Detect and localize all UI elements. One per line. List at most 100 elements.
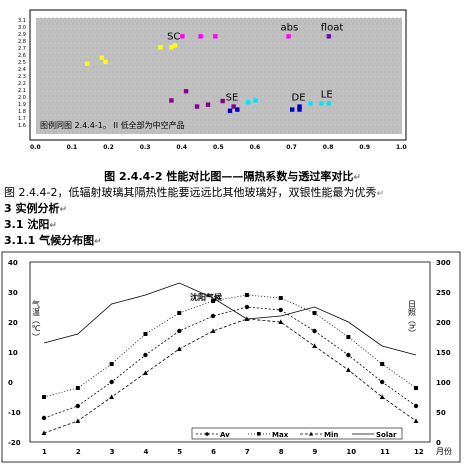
right-axis-tick: 150 [436,349,451,357]
month-tick: 1 [42,448,47,456]
scatter-point [326,34,331,39]
scatter-y-tick: 1.9 [18,102,26,108]
paragraph-text: 图 2.4.4-2，低辐射玻璃其隔热性能要远远比其他玻璃好，双银性能最为优秀↵ [4,186,384,199]
scatter-y-tick: 2.1 [18,88,26,94]
scatter-x-tick: 0.3 [140,144,151,151]
scatter-point [172,43,178,48]
series-point [414,386,418,390]
scatter-x-tick: 0.0 [30,144,41,151]
right-axis-tick: 0 [436,439,441,447]
right-axis-tick: 250 [436,289,451,297]
scatter-y-tick: 2.4 [18,67,26,73]
series-point [143,352,148,358]
scatter-x-tick: 0.9 [359,144,370,151]
series-point [177,328,182,334]
legend-label: Solar [376,431,397,439]
legend-label: Max [272,431,289,439]
series-point [109,362,114,366]
month-tick: 8 [279,448,284,456]
right-axis-tick: 200 [436,319,451,327]
scatter-point [235,107,240,112]
scatter-group-label: abs [281,22,299,33]
left-axis-tick: 20 [8,319,18,327]
series-point [176,346,182,351]
scatter-group-label: SC [167,31,180,42]
scatter-point [169,45,174,50]
scatter-group-label: LE [321,89,333,100]
series-point [346,335,351,339]
series-point [75,418,81,423]
scatter-annotation: 图例同图 2.4.4-1。 II 低全部为中空产品 [40,120,185,130]
scatter-y-tick: 2.3 [18,74,26,80]
series-point [244,304,250,310]
right-axis-label: 日照（h） [408,300,417,337]
left-axis-tick: 40 [8,259,18,267]
figure-caption: 图 2.4.4-2 性能对比图——隔热系数与透过率对比↵ [104,170,361,183]
month-tick: 9 [313,448,318,456]
scatter-group-label: float [321,22,344,33]
scatter-y-tick: 2.9 [18,32,26,38]
series-point [210,328,216,333]
scatter-chart: 3.13.02.92.82.72.62.52.42.32.22.12.01.91… [18,9,407,151]
scatter-y-tick: 2.2 [18,81,26,87]
scatter-point [290,107,295,112]
series-point [75,403,81,409]
scatter-point [326,101,331,106]
section-heading-3-1-1: 3.1.1 气候分布图↵ [4,234,102,247]
scatter-x-tick: 0.8 [323,144,334,151]
month-tick: 3 [110,448,115,456]
scatter-y-tick: 1.6 [18,123,26,129]
scatter-x-tick: 0.7 [286,144,297,151]
scatter-point [180,34,185,39]
series-line [43,282,417,356]
scatter-x-tick: 0.4 [176,144,187,151]
scatter-group-label: DE [292,93,306,104]
series-point [379,379,385,385]
right-axis-tick: 300 [436,259,451,267]
scatter-y-tick: 1.8 [18,109,26,115]
legend-marker [205,432,209,436]
scatter-point [99,55,105,60]
scatter-x-tick: 0.2 [103,144,114,151]
series-point [379,394,385,399]
series-line [43,306,417,419]
right-axis-tick: 100 [436,379,451,387]
left-axis-tick: 0 [8,379,13,387]
series-point [312,311,317,315]
climate-title: 沈阳气候 [190,292,223,302]
series-point [278,307,283,313]
section-heading-3: 3 实例分析↵ [4,202,68,215]
scatter-point [158,45,163,50]
series-point [143,370,148,375]
legend-box [191,427,403,440]
scatter-point [253,98,258,103]
series-point [278,319,284,324]
scatter-x-tick: 0.1 [67,144,78,151]
climate-plot-area [29,261,431,443]
scatter-x-tick: 0.5 [213,144,224,151]
scatter-y-tick: 3.0 [18,25,26,31]
series-point [278,296,283,300]
left-axis-tick: 10 [8,349,18,357]
series-point [210,313,216,319]
series-line [43,294,417,398]
scatter-point [220,98,225,104]
month-tick: 6 [211,448,216,456]
series-line [43,318,417,434]
scatter-point [297,104,302,109]
scatter-point [319,101,324,106]
scatter-x-tick: 0.6 [250,144,261,151]
series-point [42,395,46,399]
legend-marker [257,432,261,436]
scatter-y-tick: 2.6 [18,53,26,59]
month-tick: 12 [414,448,424,456]
scatter-point [213,34,218,39]
scatter-point [297,107,302,112]
series-point [143,332,148,336]
climate-legend: Av Max Min Solar [191,427,403,440]
series-point [413,403,419,409]
scatter-point [227,108,233,113]
series-point [177,311,182,315]
month-tick: 5 [177,448,182,456]
